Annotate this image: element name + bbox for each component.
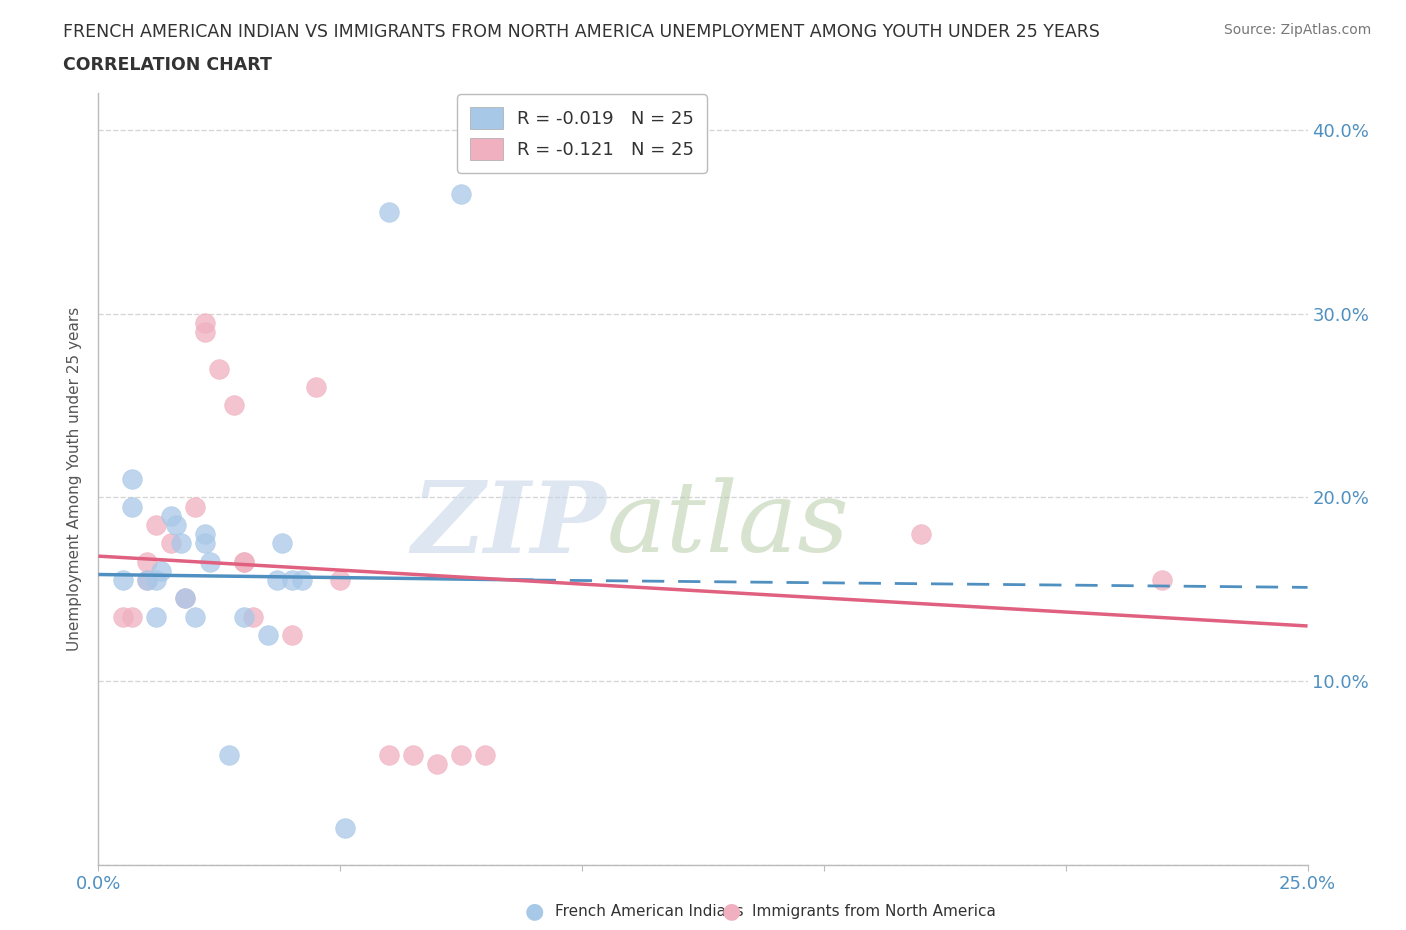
Point <box>160 536 183 551</box>
Point <box>426 756 449 771</box>
Point <box>232 554 254 569</box>
Point <box>169 536 191 551</box>
Point <box>281 573 304 588</box>
Text: Immigrants from North America: Immigrants from North America <box>752 904 995 919</box>
Point <box>1152 573 1174 588</box>
Point <box>474 747 496 762</box>
Point <box>160 509 183 524</box>
Point <box>145 573 167 588</box>
Point <box>145 609 167 624</box>
Point <box>910 526 932 541</box>
Point <box>242 609 264 624</box>
Point <box>266 573 288 588</box>
Point <box>135 573 157 588</box>
Text: ●: ● <box>524 901 544 922</box>
Point <box>135 554 157 569</box>
Point <box>377 205 399 219</box>
Point <box>194 536 217 551</box>
Point <box>281 628 304 643</box>
Point <box>121 472 143 486</box>
Point <box>184 609 207 624</box>
Text: ●: ● <box>721 901 741 922</box>
Point <box>111 573 134 588</box>
Point <box>121 499 143 514</box>
Point <box>377 747 399 762</box>
Point <box>450 747 472 762</box>
Text: ZIP: ZIP <box>412 477 606 574</box>
Point <box>333 820 356 835</box>
Point <box>208 361 231 376</box>
Point <box>305 379 328 394</box>
Legend: R = -0.019   N = 25, R = -0.121   N = 25: R = -0.019 N = 25, R = -0.121 N = 25 <box>457 94 707 173</box>
Point <box>222 398 245 413</box>
Point <box>256 628 278 643</box>
Point <box>111 609 134 624</box>
Point <box>218 747 240 762</box>
Point <box>194 526 217 541</box>
Point <box>184 499 207 514</box>
Point <box>174 591 197 605</box>
Point <box>402 747 425 762</box>
Text: CORRELATION CHART: CORRELATION CHART <box>63 56 273 73</box>
Point <box>145 517 167 532</box>
Y-axis label: Unemployment Among Youth under 25 years: Unemployment Among Youth under 25 years <box>67 307 83 651</box>
Point <box>135 573 157 588</box>
Point <box>450 187 472 202</box>
Text: Source: ZipAtlas.com: Source: ZipAtlas.com <box>1223 23 1371 37</box>
Point <box>194 315 217 330</box>
Point <box>198 554 221 569</box>
Point <box>329 573 352 588</box>
Point <box>290 573 312 588</box>
Text: French American Indians: French American Indians <box>555 904 744 919</box>
Point <box>150 564 173 578</box>
Point <box>271 536 294 551</box>
Point <box>194 325 217 339</box>
Text: FRENCH AMERICAN INDIAN VS IMMIGRANTS FROM NORTH AMERICA UNEMPLOYMENT AMONG YOUTH: FRENCH AMERICAN INDIAN VS IMMIGRANTS FRO… <box>63 23 1099 41</box>
Text: atlas: atlas <box>606 478 849 573</box>
Point <box>174 591 197 605</box>
Point <box>121 609 143 624</box>
Point <box>165 517 187 532</box>
Point <box>232 609 254 624</box>
Point <box>232 554 254 569</box>
